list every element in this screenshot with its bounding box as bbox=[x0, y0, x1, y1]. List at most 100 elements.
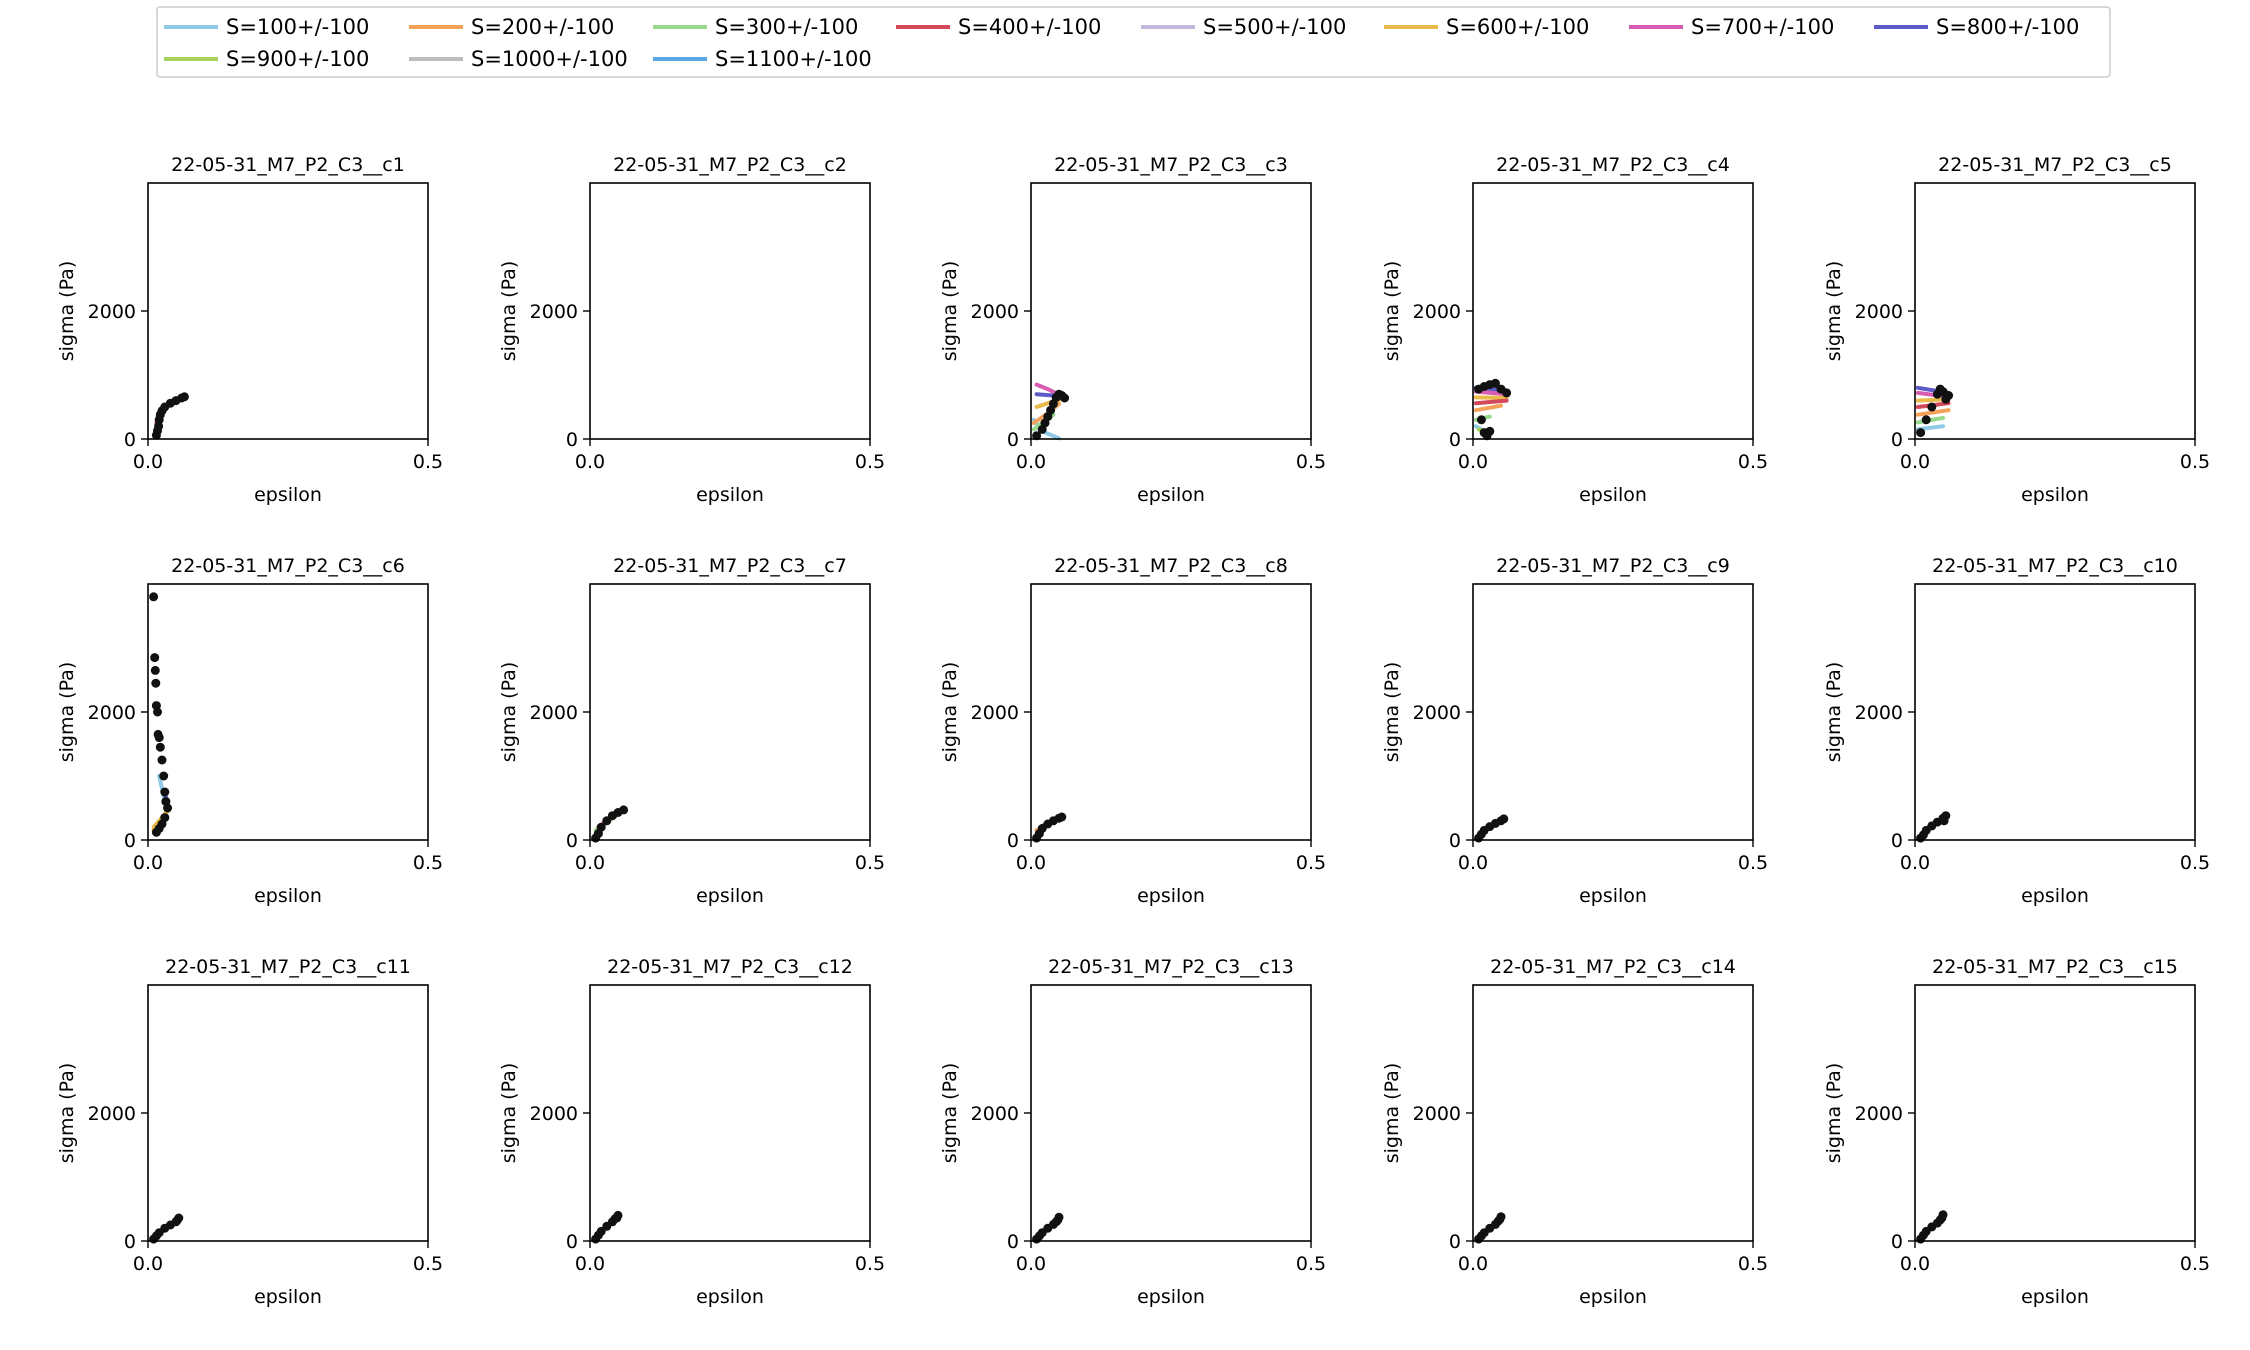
x-axis-label: epsilon bbox=[696, 885, 764, 907]
y-tick-label: 0 bbox=[1891, 830, 1903, 852]
y-tick-label: 0 bbox=[1007, 830, 1019, 852]
data-point bbox=[155, 742, 165, 752]
legend-entry: S=500+/-100 bbox=[1141, 15, 1346, 39]
data-point bbox=[157, 755, 167, 765]
y-tick-label: 0 bbox=[566, 830, 578, 852]
y-axis-label: sigma (Pa) bbox=[498, 662, 520, 763]
x-axis-label: epsilon bbox=[254, 484, 322, 506]
y-tick-label: 2000 bbox=[1855, 702, 1903, 724]
subplot-title: 22-05-31_M7_P2_C3__c7 bbox=[613, 555, 847, 577]
legend-frame bbox=[156, 6, 2111, 78]
x-tick-label: 0.0 bbox=[133, 1253, 163, 1275]
subplot-panel: 22-05-31_M7_P2_C3__c4 0.0 0.5 0 2000 epsilon s… bbox=[1381, 154, 1768, 506]
data-point bbox=[1032, 431, 1042, 441]
x-tick-label: 0.5 bbox=[1738, 451, 1768, 473]
x-tick-label: 0.0 bbox=[1900, 1253, 1930, 1275]
y-axis-label: sigma (Pa) bbox=[939, 1063, 961, 1164]
data-point bbox=[1485, 426, 1495, 436]
legend: S=100+/-100 S=200+/-100 S=300+/-100 S=400+/… bbox=[156, 6, 2111, 78]
data-point bbox=[596, 822, 606, 832]
y-tick-label: 2000 bbox=[971, 301, 1019, 323]
x-tick-label: 0.5 bbox=[2180, 1253, 2210, 1275]
x-tick-label: 0.5 bbox=[2180, 451, 2210, 473]
data-point bbox=[150, 653, 160, 663]
x-tick-label: 0.5 bbox=[1738, 1253, 1768, 1275]
data-point bbox=[1939, 816, 1949, 826]
x-axis-label: epsilon bbox=[1579, 484, 1647, 506]
series-line bbox=[1473, 398, 1509, 406]
data-point bbox=[1921, 415, 1931, 425]
x-tick-label: 0.0 bbox=[575, 451, 605, 473]
series-line bbox=[1473, 403, 1503, 413]
data-point bbox=[612, 1213, 622, 1223]
data-point bbox=[179, 392, 189, 402]
subplot-title: 22-05-31_M7_P2_C3__c5 bbox=[1938, 154, 2172, 176]
y-axis-label: sigma (Pa) bbox=[1381, 1063, 1403, 1164]
data-point bbox=[149, 592, 159, 602]
subplot-title: 22-05-31_M7_P2_C3__c15 bbox=[1932, 956, 2178, 978]
x-tick-label: 0.5 bbox=[1296, 852, 1326, 874]
data-point bbox=[1941, 394, 1951, 404]
data-point bbox=[154, 733, 164, 743]
x-axis-label: epsilon bbox=[696, 1286, 764, 1308]
subplot-panel: 22-05-31_M7_P2_C3__c2 0.0 0.5 0 2000 epsilon s… bbox=[498, 154, 885, 506]
subplot-panel: 22-05-31_M7_P2_C3__c3 0.0 0.5 0 2000 epsilon s… bbox=[939, 154, 1326, 506]
subplot-title: 22-05-31_M7_P2_C3__c14 bbox=[1490, 956, 1736, 978]
x-tick-label: 0.5 bbox=[855, 852, 885, 874]
x-tick-label: 0.5 bbox=[1296, 1253, 1326, 1275]
y-tick-label: 2000 bbox=[971, 1103, 1019, 1125]
legend-entry: S=600+/-100 bbox=[1384, 15, 1589, 39]
y-tick-label: 2000 bbox=[1413, 1103, 1461, 1125]
y-tick-label: 0 bbox=[1449, 1231, 1461, 1253]
data-point bbox=[1053, 1215, 1063, 1225]
subplot-title: 22-05-31_M7_P2_C3__c4 bbox=[1496, 154, 1730, 176]
data-point bbox=[1057, 812, 1067, 822]
data-point bbox=[150, 665, 160, 675]
subplot-panel: 22-05-31_M7_P2_C3__c8 0.0 0.5 0 2000 epsilon s… bbox=[939, 555, 1326, 907]
y-axis-label: sigma (Pa) bbox=[1823, 662, 1845, 763]
x-tick-label: 0.0 bbox=[575, 1253, 605, 1275]
series-line bbox=[1915, 408, 1951, 417]
y-axis-label: sigma (Pa) bbox=[1381, 662, 1403, 763]
data-point bbox=[1502, 388, 1512, 398]
y-axis-label: sigma (Pa) bbox=[56, 1063, 78, 1164]
legend-entry: S=900+/-100 bbox=[164, 47, 369, 71]
subplot-panel: 22-05-31_M7_P2_C3__c1 0.0 0.5 0 2000 epsilon s… bbox=[56, 154, 443, 506]
legend-entry: S=800+/-100 bbox=[1874, 15, 2079, 39]
x-tick-label: 0.5 bbox=[1296, 451, 1326, 473]
x-axis-label: epsilon bbox=[1137, 885, 1205, 907]
data-point bbox=[153, 707, 162, 717]
subplot-title: 22-05-31_M7_P2_C3__c11 bbox=[165, 956, 411, 978]
subplot-panel: 22-05-31_M7_P2_C3__c9 0.0 0.5 0 2000 epsilon s… bbox=[1381, 555, 1768, 907]
y-tick-label: 0 bbox=[1449, 830, 1461, 852]
subplot-panel: 22-05-31_M7_P2_C3__c6 0.0 0.5 0 2000 epsilon s… bbox=[56, 555, 443, 907]
data-point bbox=[1927, 402, 1937, 412]
legend-entry: S=200+/-100 bbox=[409, 15, 614, 39]
legend-label: S=400+/-100 bbox=[958, 15, 1101, 39]
y-tick-label: 2000 bbox=[971, 702, 1019, 724]
y-tick-label: 0 bbox=[566, 429, 578, 451]
y-axis-label: sigma (Pa) bbox=[1823, 261, 1845, 362]
x-axis-label: epsilon bbox=[1579, 1286, 1647, 1308]
subplot-title: 22-05-31_M7_P2_C3__c13 bbox=[1048, 956, 1294, 978]
y-axis-label: sigma (Pa) bbox=[498, 261, 520, 362]
data-point bbox=[1476, 415, 1486, 425]
y-axis-label: sigma (Pa) bbox=[1823, 1063, 1845, 1164]
y-axis-label: sigma (Pa) bbox=[1381, 261, 1403, 362]
subplot-panel: 22-05-31_M7_P2_C3__c12 0.0 0.5 0 2000 epsilon… bbox=[498, 956, 885, 1308]
legend-label: S=100+/-100 bbox=[226, 15, 369, 39]
data-point bbox=[619, 805, 629, 815]
y-tick-label: 2000 bbox=[530, 301, 578, 323]
legend-label: S=1000+/-100 bbox=[471, 47, 628, 71]
y-tick-label: 2000 bbox=[1413, 702, 1461, 724]
x-axis-label: epsilon bbox=[1579, 885, 1647, 907]
y-tick-label: 0 bbox=[1891, 1231, 1903, 1253]
x-tick-label: 0.5 bbox=[413, 451, 443, 473]
y-tick-label: 2000 bbox=[530, 1103, 578, 1125]
x-tick-label: 0.5 bbox=[413, 1253, 443, 1275]
x-tick-label: 0.0 bbox=[575, 852, 605, 874]
data-point bbox=[151, 678, 161, 688]
subplot-title: 22-05-31_M7_P2_C3__c8 bbox=[1054, 555, 1288, 577]
y-tick-label: 0 bbox=[1007, 429, 1019, 451]
y-tick-label: 2000 bbox=[88, 1103, 136, 1125]
